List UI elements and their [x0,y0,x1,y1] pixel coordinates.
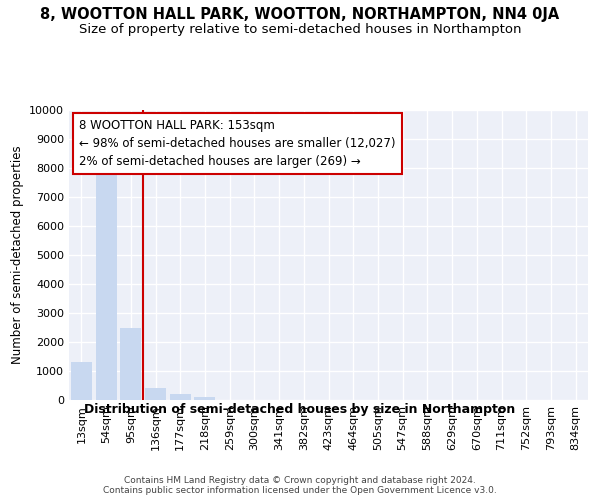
Bar [170,394,191,400]
Text: 8 WOOTTON HALL PARK: 153sqm
← 98% of semi-detached houses are smaller (12,027)
2: 8 WOOTTON HALL PARK: 153sqm ← 98% of sem… [79,118,396,168]
Bar [71,362,92,400]
Bar [95,168,116,400]
Bar [145,388,166,400]
Text: Distribution of semi-detached houses by size in Northampton: Distribution of semi-detached houses by … [85,402,515,415]
Y-axis label: Number of semi-detached properties: Number of semi-detached properties [11,146,23,364]
Text: Size of property relative to semi-detached houses in Northampton: Size of property relative to semi-detach… [79,22,521,36]
Text: Contains HM Land Registry data © Crown copyright and database right 2024.
Contai: Contains HM Land Registry data © Crown c… [103,476,497,495]
Text: 8, WOOTTON HALL PARK, WOOTTON, NORTHAMPTON, NN4 0JA: 8, WOOTTON HALL PARK, WOOTTON, NORTHAMPT… [40,8,560,22]
Bar [194,397,215,400]
Bar [120,328,141,400]
